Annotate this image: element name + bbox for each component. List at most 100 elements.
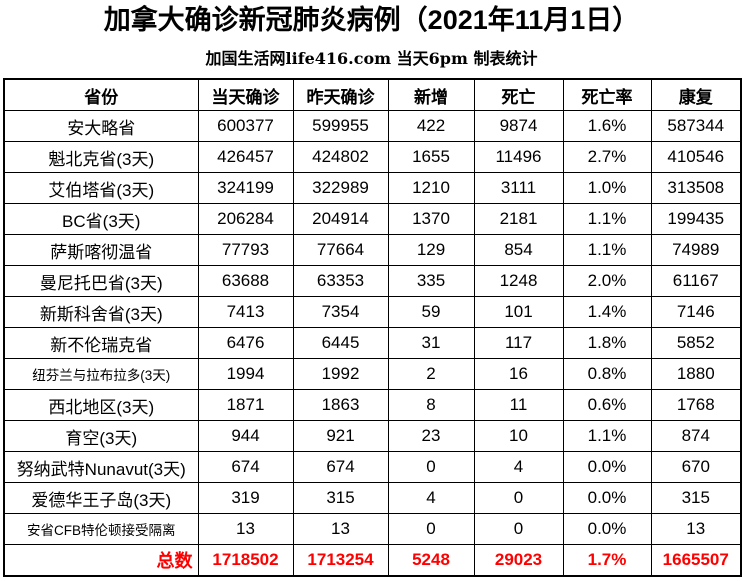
- table-row: 安大略省 600377 599955 422 9874 1.6% 587344: [3, 110, 742, 143]
- table-row: 魁北克省(3天) 426457 424802 1655 11496 2.7% 410546: [3, 141, 742, 174]
- new-cases-cell: 0: [387, 513, 475, 546]
- column-header-new-cases: 新增: [387, 78, 475, 112]
- table-row: 曼尼托巴省(3天) 63688 63353 335 1248 2.0% 61167: [3, 265, 742, 298]
- page-subtitle: 加国生活网life416.com 当天6pm 制表统计: [205, 49, 538, 69]
- deaths-cell: 11496: [473, 141, 564, 174]
- column-header-province: 省份: [3, 78, 199, 112]
- covid-stats-table: 省份 当天确诊 昨天确诊 新增 死亡 死亡率 康复 安大略省 600377 5999…: [3, 78, 742, 578]
- province-cell: 爱德华王子岛(3天): [3, 482, 199, 515]
- recovered-cell: 587344: [650, 110, 742, 143]
- new-cases-cell: 1370: [387, 203, 475, 236]
- column-header-today-confirmed: 当天确诊: [197, 78, 294, 112]
- table-row: 新不伦瑞克省 6476 6445 31 117 1.8% 5852: [3, 327, 742, 360]
- column-header-death-rate: 死亡率: [562, 78, 652, 112]
- new-cases-cell: 335: [387, 265, 475, 298]
- yesterday-confirmed-cell: 204914: [292, 203, 389, 236]
- today-confirmed-cell: 1718502: [197, 544, 294, 577]
- recovered-cell: 670: [650, 451, 742, 484]
- yesterday-confirmed-cell: 1713254: [292, 544, 389, 577]
- province-cell: BC省(3天): [3, 203, 199, 236]
- province-cell: 育空(3天): [3, 420, 199, 453]
- province-cell: 西北地区(3天): [3, 389, 199, 422]
- deaths-cell: 11: [473, 389, 564, 422]
- today-confirmed-cell: 1871: [197, 389, 294, 422]
- death-rate-cell: 2.0%: [562, 265, 652, 298]
- yesterday-confirmed-cell: 921: [292, 420, 389, 453]
- recovered-cell: 874: [650, 420, 742, 453]
- recovered-cell: 1880: [650, 358, 742, 391]
- deaths-cell: 1248: [473, 265, 564, 298]
- today-confirmed-cell: 944: [197, 420, 294, 453]
- new-cases-cell: 31: [387, 327, 475, 360]
- today-confirmed-cell: 1994: [197, 358, 294, 391]
- total-label: 总数: [3, 544, 199, 577]
- yesterday-confirmed-cell: 77664: [292, 234, 389, 267]
- table-row: 育空(3天) 944 921 23 10 1.1% 874: [3, 420, 742, 453]
- deaths-cell: 29023: [473, 544, 564, 577]
- today-confirmed-cell: 7413: [197, 296, 294, 329]
- recovered-cell: 410546: [650, 141, 742, 174]
- new-cases-cell: 8: [387, 389, 475, 422]
- yesterday-confirmed-cell: 1863: [292, 389, 389, 422]
- death-rate-cell: 1.8%: [562, 327, 652, 360]
- death-rate-cell: 1.7%: [562, 544, 652, 577]
- table-row: 萨斯喀彻温省 77793 77664 129 854 1.1% 74989: [3, 234, 742, 267]
- table-row: BC省(3天) 206284 204914 1370 2181 1.1% 199435: [3, 203, 742, 236]
- death-rate-cell: 0.0%: [562, 482, 652, 515]
- deaths-cell: 0: [473, 482, 564, 515]
- recovered-cell: 5852: [650, 327, 742, 360]
- deaths-cell: 0: [473, 513, 564, 546]
- new-cases-cell: 4: [387, 482, 475, 515]
- recovered-cell: 74989: [650, 234, 742, 267]
- deaths-cell: 117: [473, 327, 564, 360]
- province-cell: 艾伯塔省(3天): [3, 172, 199, 205]
- new-cases-cell: 2: [387, 358, 475, 391]
- table-row: 艾伯塔省(3天) 324199 322989 1210 3111 1.0% 313508: [3, 172, 742, 205]
- death-rate-cell: 1.6%: [562, 110, 652, 143]
- deaths-cell: 2181: [473, 203, 564, 236]
- recovered-cell: 1665507: [650, 544, 742, 577]
- new-cases-cell: 129: [387, 234, 475, 267]
- today-confirmed-cell: 319: [197, 482, 294, 515]
- table-row: 西北地区(3天) 1871 1863 8 11 0.6% 1768: [3, 389, 742, 422]
- table-body: 安大略省 600377 599955 422 9874 1.6% 587344 魁北克省(3天…: [3, 110, 742, 577]
- recovered-cell: 315: [650, 482, 742, 515]
- column-header-deaths: 死亡: [473, 78, 564, 112]
- new-cases-cell: 0: [387, 451, 475, 484]
- deaths-cell: 10: [473, 420, 564, 453]
- death-rate-cell: 1.4%: [562, 296, 652, 329]
- death-rate-cell: 2.7%: [562, 141, 652, 174]
- today-confirmed-cell: 77793: [197, 234, 294, 267]
- yesterday-confirmed-cell: 674: [292, 451, 389, 484]
- yesterday-confirmed-cell: 599955: [292, 110, 389, 143]
- death-rate-cell: 0.6%: [562, 389, 652, 422]
- recovered-cell: 313508: [650, 172, 742, 205]
- column-header-yesterday-confirmed: 昨天确诊: [292, 78, 389, 112]
- today-confirmed-cell: 6476: [197, 327, 294, 360]
- yesterday-confirmed-cell: 1992: [292, 358, 389, 391]
- yesterday-confirmed-cell: 424802: [292, 141, 389, 174]
- deaths-cell: 3111: [473, 172, 564, 205]
- yesterday-confirmed-cell: 322989: [292, 172, 389, 205]
- yesterday-confirmed-cell: 63353: [292, 265, 389, 298]
- death-rate-cell: 1.1%: [562, 203, 652, 236]
- province-cell: 萨斯喀彻温省: [3, 234, 199, 267]
- recovered-cell: 13: [650, 513, 742, 546]
- death-rate-cell: 0.8%: [562, 358, 652, 391]
- province-cell: 纽芬兰与拉布拉多(3天): [3, 358, 199, 391]
- today-confirmed-cell: 206284: [197, 203, 294, 236]
- death-rate-cell: 0.0%: [562, 451, 652, 484]
- new-cases-cell: 23: [387, 420, 475, 453]
- new-cases-cell: 422: [387, 110, 475, 143]
- deaths-cell: 101: [473, 296, 564, 329]
- new-cases-cell: 1210: [387, 172, 475, 205]
- yesterday-confirmed-cell: 7354: [292, 296, 389, 329]
- deaths-cell: 16: [473, 358, 564, 391]
- province-cell: 魁北克省(3天): [3, 141, 199, 174]
- province-cell: 曼尼托巴省(3天): [3, 265, 199, 298]
- yesterday-confirmed-cell: 13: [292, 513, 389, 546]
- page-title: 加拿大确诊新冠肺炎病例（2021年11月1日）: [103, 5, 640, 35]
- province-cell: 新不伦瑞克省: [3, 327, 199, 360]
- deaths-cell: 9874: [473, 110, 564, 143]
- new-cases-cell: 1655: [387, 141, 475, 174]
